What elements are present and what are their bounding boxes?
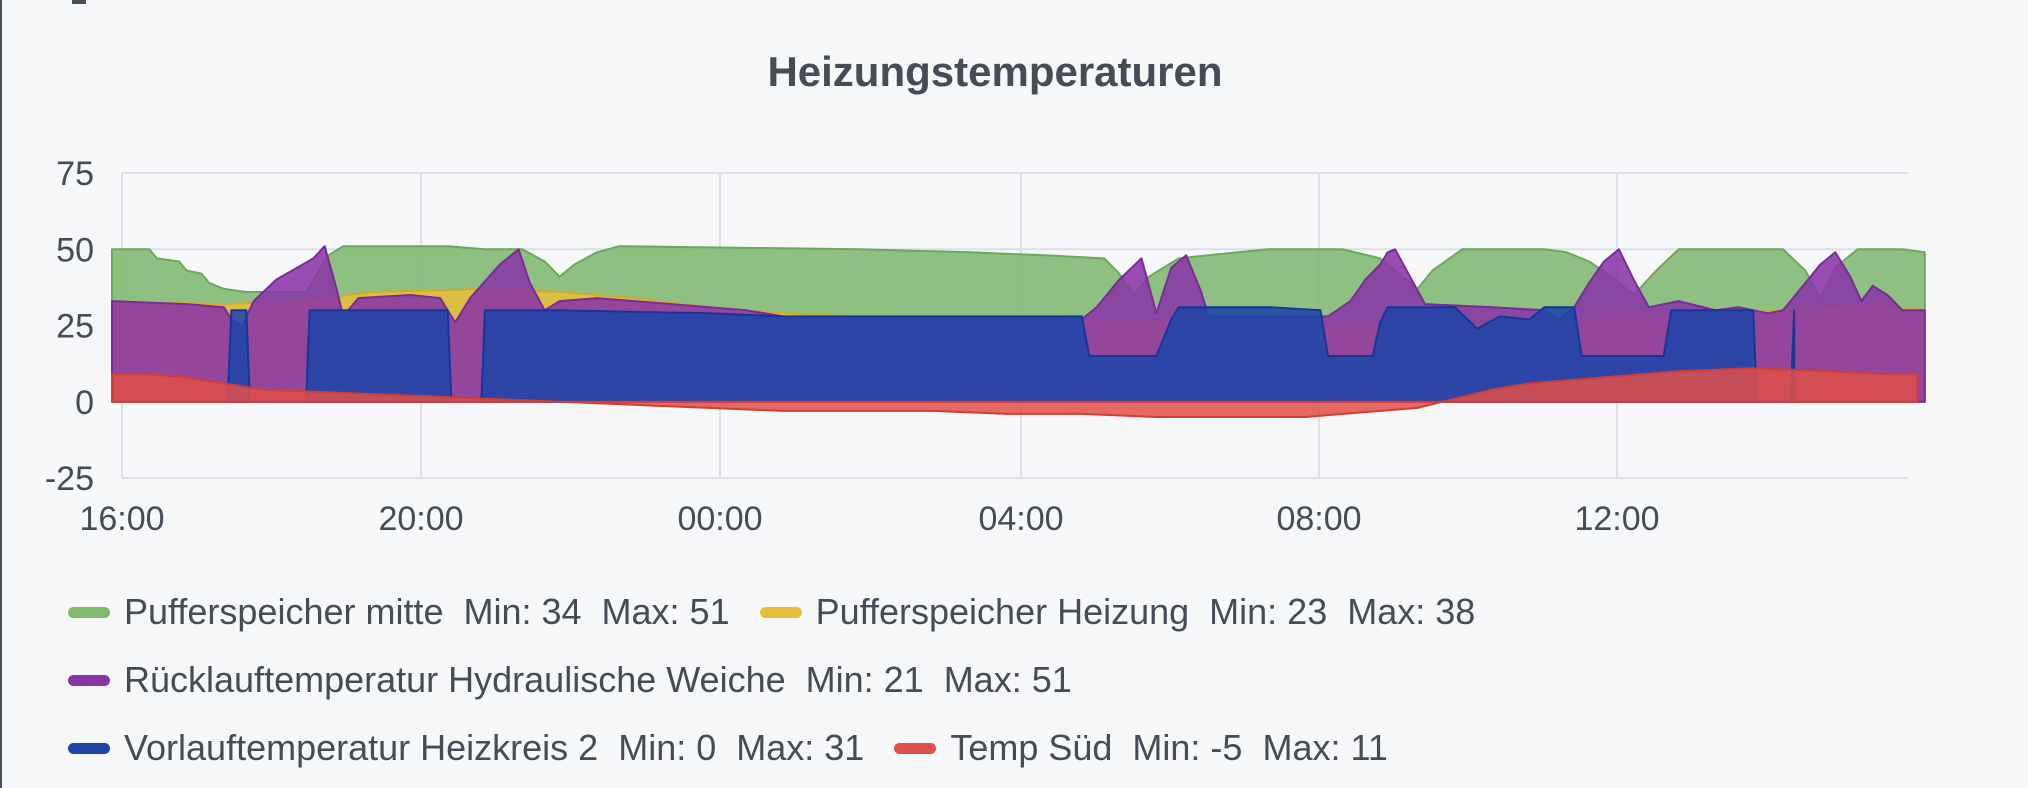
legend-swatch <box>68 606 110 618</box>
legend-swatch <box>68 742 110 754</box>
legend-min: Min: 0 <box>618 727 717 768</box>
y-tick-label: 75 <box>56 155 94 193</box>
x-axis: 16:00 20:00 00:00 04:00 08:00 12:00 <box>79 500 1659 538</box>
y-tick-label: 25 <box>56 308 94 346</box>
y-tick-label: 0 <box>75 384 94 422</box>
legend-label: Vorlauftemperatur Heizkreis 2 <box>124 727 599 768</box>
chart-legend: Pufferspeicher mitte Min: 34 Max: 51 Puf… <box>68 578 1968 782</box>
legend-item-ruecklauftemperatur[interactable]: Rücklauftemperatur Hydraulische Weiche M… <box>68 659 1072 701</box>
series-areas <box>111 245 1926 418</box>
legend-label: Temp Süd <box>950 727 1113 768</box>
legend-item-vorlauftemperatur[interactable]: Vorlauftemperatur Heizkreis 2 Min: 0 Max… <box>68 727 864 769</box>
legend-min: Min: 23 <box>1209 591 1328 632</box>
y-tick-label: -25 <box>45 460 94 498</box>
legend-max: Max: 51 <box>943 659 1072 700</box>
legend-swatch <box>68 674 110 686</box>
legend-min: Min: -5 <box>1132 727 1243 768</box>
series-area-4 <box>111 367 1919 418</box>
series-area-3 <box>226 306 1796 403</box>
legend-item-pufferspeicher-mitte[interactable]: Pufferspeicher mitte Min: 34 Max: 51 <box>68 591 730 633</box>
legend-row: Vorlauftemperatur Heizkreis 2 Min: 0 Max… <box>68 714 1968 782</box>
legend-min: Min: 21 <box>805 659 924 700</box>
legend-swatch <box>894 742 937 754</box>
panel-corner-mark <box>72 0 86 4</box>
legend-label: Pufferspeicher Heizung <box>815 591 1190 632</box>
legend-row: Rücklauftemperatur Hydraulische Weiche M… <box>68 646 1968 714</box>
x-tick-label: 00:00 <box>677 500 762 538</box>
legend-max: Max: 38 <box>1347 591 1476 632</box>
legend-item-pufferspeicher-heizung[interactable]: Pufferspeicher Heizung Min: 23 Max: 38 <box>759 591 1476 633</box>
legend-max: Max: 31 <box>736 727 865 768</box>
x-tick-label: 16:00 <box>79 500 164 538</box>
x-tick-label: 08:00 <box>1276 500 1361 538</box>
chart-title: Heizungstemperaturen <box>767 48 1223 95</box>
legend-row: Pufferspeicher mitte Min: 34 Max: 51 Puf… <box>68 578 1968 646</box>
y-tick-label: 50 <box>56 231 94 269</box>
y-axis: 75 50 25 0 -25 <box>45 155 94 498</box>
x-tick-label: 12:00 <box>1574 500 1659 538</box>
legend-max: Max: 11 <box>1262 727 1388 768</box>
legend-min: Min: 34 <box>463 591 582 632</box>
x-tick-label: 04:00 <box>978 500 1063 538</box>
legend-item-temp-sued[interactable]: Temp Süd Min: -5 Max: 11 <box>894 727 1388 769</box>
heating-temperatures-chart[interactable]: 75 50 25 0 -25 16:00 20:00 00:00 04:00 0… <box>0 0 2028 560</box>
legend-swatch <box>759 606 802 618</box>
legend-max: Max: 51 <box>601 591 730 632</box>
x-tick-label: 20:00 <box>378 500 463 538</box>
window-left-border <box>0 0 2 788</box>
legend-label: Rücklauftemperatur Hydraulische Weiche <box>124 659 786 700</box>
legend-label: Pufferspeicher mitte <box>124 591 444 632</box>
